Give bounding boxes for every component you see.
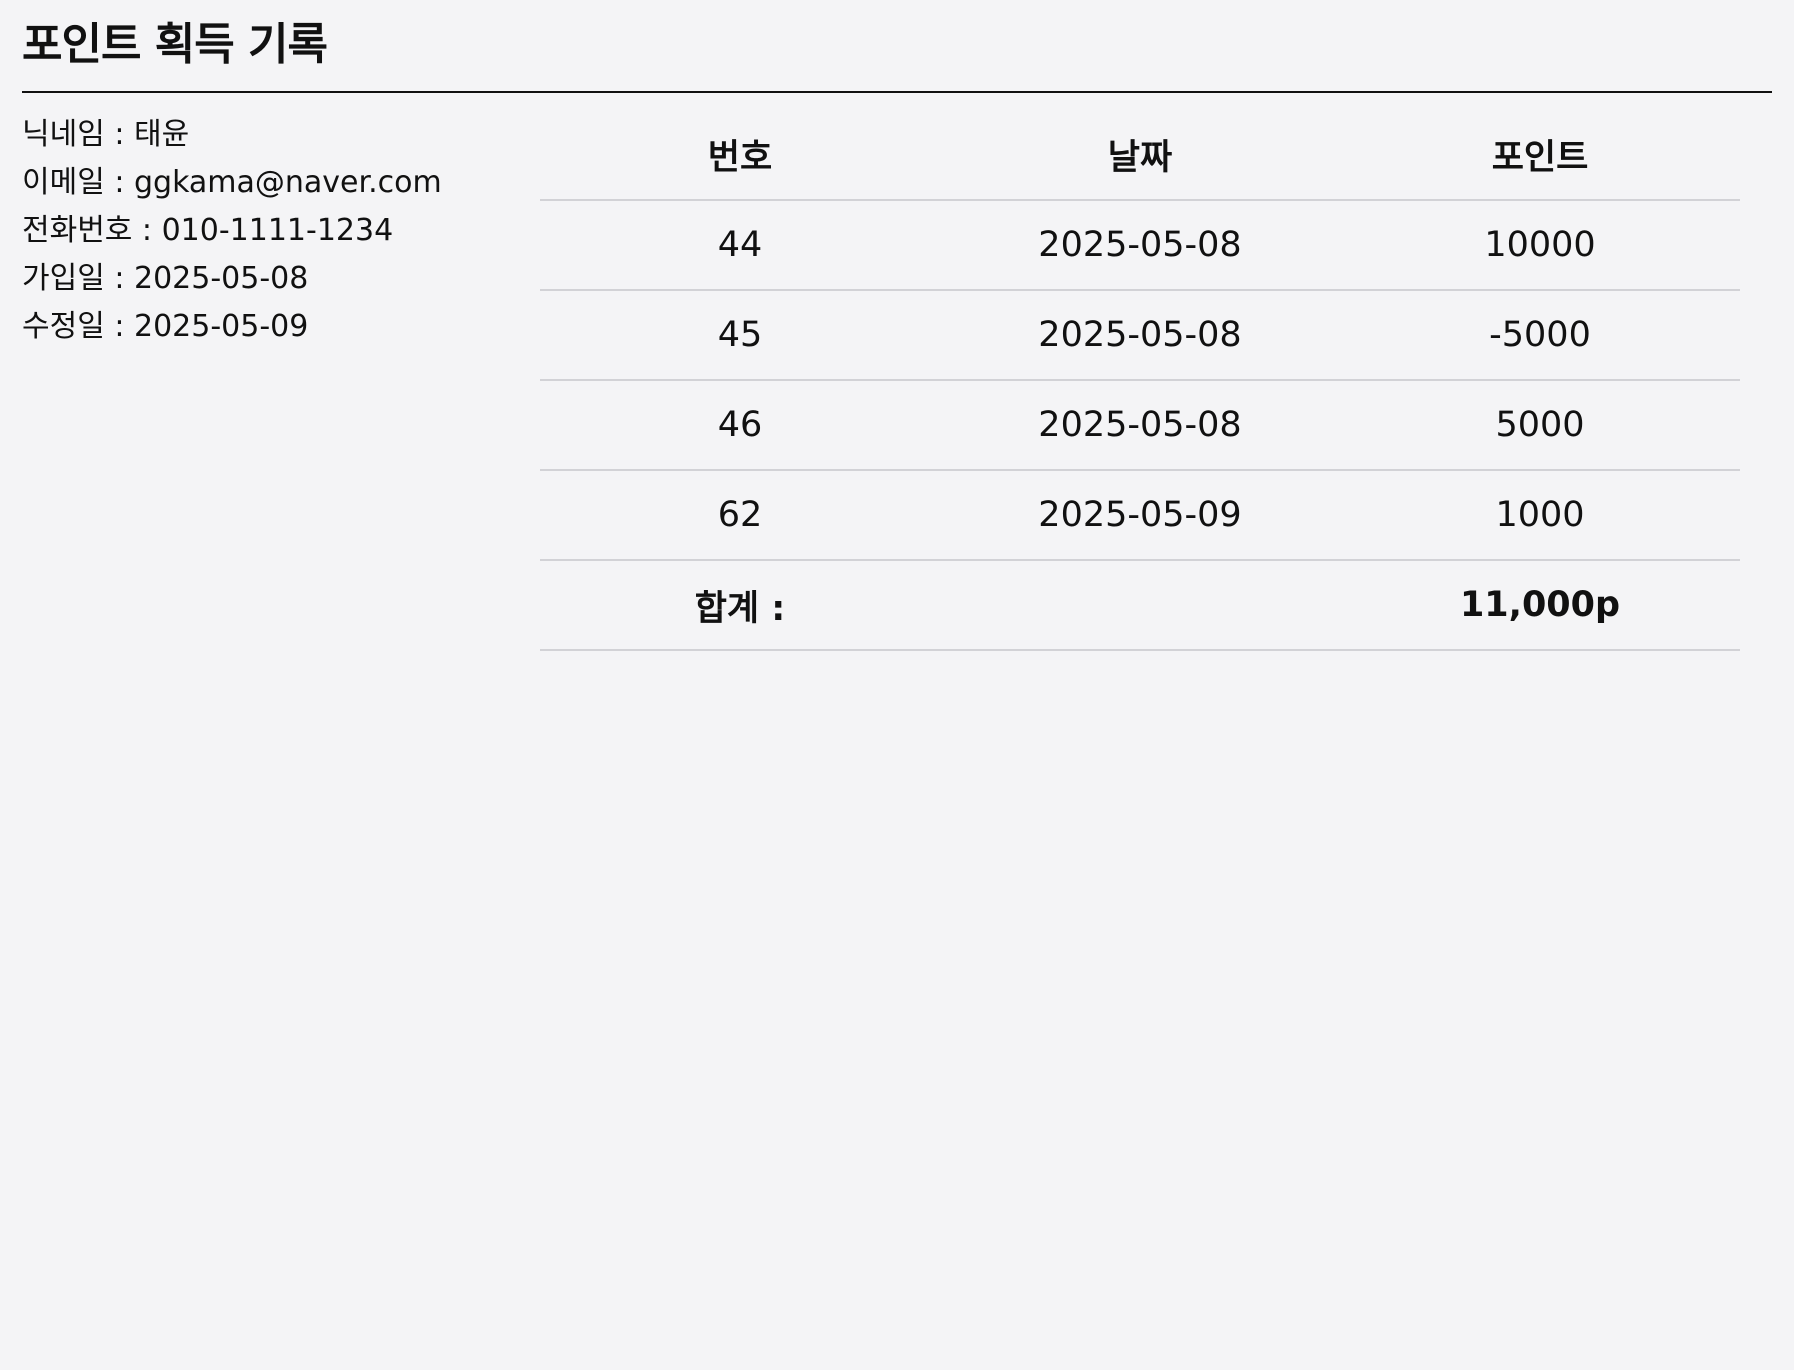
title-divider [22,91,1772,93]
column-header-date: 날짜 [940,109,1340,201]
column-header-number: 번호 [540,109,940,201]
table-row: 62 2025-05-09 1000 [540,470,1740,561]
profile-phone: 전화번호 : 010-1111-1234 [22,213,394,248]
total-label: 합계 : [540,560,940,651]
cell-points: 5000 [1340,380,1740,471]
page-title: 포인트 획득 기록 [22,19,328,70]
main-content: 닉네임 : 태윤 이메일 : ggkama@naver.com 전화번호 : 0… [22,93,1772,693]
cell-points: 1000 [1340,470,1740,561]
column-header-points: 포인트 [1340,109,1740,201]
profile-email: 이메일 : ggkama@naver.com [22,165,442,200]
total-empty-cell [940,560,1340,651]
total-value: 11,000p [1340,560,1740,651]
profile-joined-date: 가입일 : 2025-05-08 [22,261,309,296]
table-row: 46 2025-05-08 5000 [540,380,1740,471]
user-profile-panel: 닉네임 : 태윤 이메일 : ggkama@naver.com 전화번호 : 0… [22,111,502,351]
points-history-table: 번호 날짜 포인트 44 2025-05-08 10000 45 2025-05… [540,109,1740,651]
cell-number: 44 [540,200,940,291]
profile-nickname: 닉네임 : 태윤 [22,117,190,152]
total-row: 합계 : 11,000p [540,560,1740,651]
cell-points: 10000 [1340,200,1740,291]
table-header-row: 번호 날짜 포인트 [540,109,1740,201]
cell-date: 2025-05-08 [940,380,1340,471]
cell-date: 2025-05-08 [940,200,1340,291]
cell-date: 2025-05-09 [940,470,1340,561]
cell-number: 46 [540,380,940,471]
cell-number: 45 [540,290,940,381]
cell-date: 2025-05-08 [940,290,1340,381]
table-row: 44 2025-05-08 10000 [540,200,1740,291]
cell-number: 62 [540,470,940,561]
table-row: 45 2025-05-08 -5000 [540,290,1740,381]
cell-points: -5000 [1340,290,1740,381]
profile-modified-date: 수정일 : 2025-05-09 [22,309,309,344]
points-history-page: 포인트 획득 기록 닉네임 : 태윤 이메일 : ggkama@naver.co… [22,0,1772,693]
